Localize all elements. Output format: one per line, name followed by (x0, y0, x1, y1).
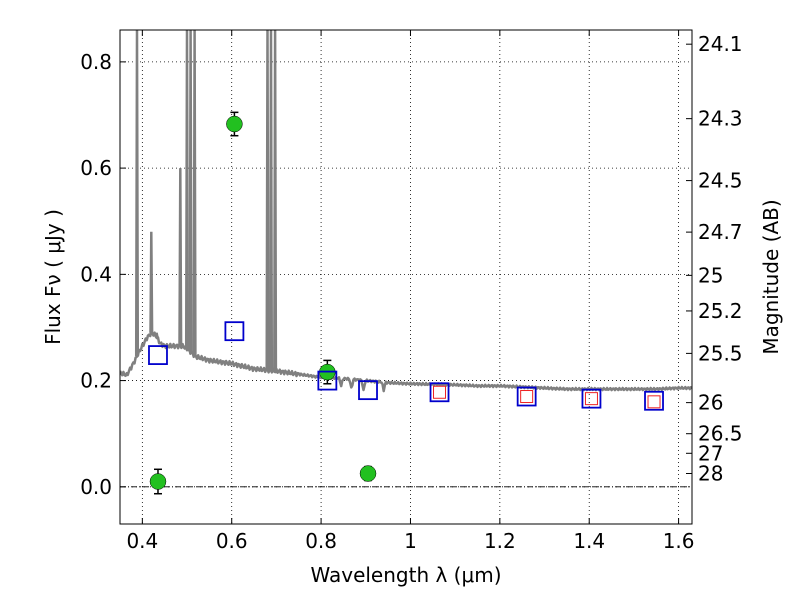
mag-tick-label: 25.5 (698, 341, 743, 365)
data-point-model (644, 390, 664, 411)
emission-line (265, 30, 270, 371)
emission-line (273, 30, 278, 371)
emission-line (188, 30, 193, 352)
y-tick-label: 0.6 (80, 156, 112, 180)
data-point-detection (359, 465, 377, 482)
mag-tick-label: 24.1 (698, 32, 743, 56)
y-tick-label: 0.4 (80, 262, 112, 286)
x-tick-label: 0.8 (305, 529, 337, 553)
emission-line (184, 30, 190, 349)
grid (120, 30, 692, 524)
axis-ticks (120, 30, 692, 524)
emission-line (149, 231, 154, 333)
mag-tick-label: 28 (698, 461, 723, 485)
data-point-upper-limit (584, 392, 598, 406)
data-point-model (148, 345, 168, 365)
axis-tick-labels: 0.4 0.6 0.8 1 1.2 1.4 1.6 0.0 0.2 0.4 0.6 0.8 24.1 24… (80, 32, 742, 553)
emission-line (154, 332, 159, 338)
x-tick-label: 0.6 (216, 529, 248, 553)
x-tick-label: 0.4 (126, 529, 158, 553)
emission-line (178, 168, 183, 347)
x-tick-label: 1.2 (484, 529, 516, 553)
x-axis-label: Wavelength λ (μm) (310, 563, 501, 587)
plot-frame (119, 29, 693, 525)
mag-tick-label: 27 (698, 441, 723, 465)
mag-tick-label: 25.2 (698, 299, 743, 323)
data-point-detection (149, 473, 167, 490)
mag-tick-label: 24.5 (698, 169, 743, 193)
data-point-model (516, 386, 537, 407)
y2-axis-label: Magnitude (AB) (759, 199, 783, 354)
mag-tick-label: 26.5 (698, 422, 743, 446)
emission-line (134, 30, 140, 357)
emission-line (268, 30, 274, 371)
emission-line (192, 30, 197, 356)
mag-tick-label: 24.7 (698, 220, 743, 244)
data-point-model (429, 382, 450, 403)
data-point-model (581, 388, 602, 409)
data-point-detection (226, 115, 243, 133)
data-point-model (224, 321, 245, 342)
y-tick-label: 0.2 (80, 369, 112, 393)
y-axis-label: Flux Fν ( μJy ) (41, 209, 65, 345)
x-tick-label: 1.6 (663, 529, 695, 553)
data-point-upper-limit (433, 385, 447, 399)
data-point-model (358, 380, 378, 401)
x-tick-label: 1 (404, 529, 417, 553)
data-point-model (317, 370, 338, 391)
mag-tick-label: 26 (698, 391, 723, 415)
mag-tick-label: 24.3 (698, 107, 743, 131)
y-tick-label: 0.0 (80, 475, 112, 499)
y-tick-label: 0.8 (80, 50, 112, 74)
plot-area (120, 30, 692, 495)
x-tick-label: 1.4 (573, 529, 605, 553)
data-point-upper-limit (520, 390, 534, 404)
data-point-upper-limit (647, 395, 661, 409)
mag-tick-label: 25 (698, 263, 723, 287)
